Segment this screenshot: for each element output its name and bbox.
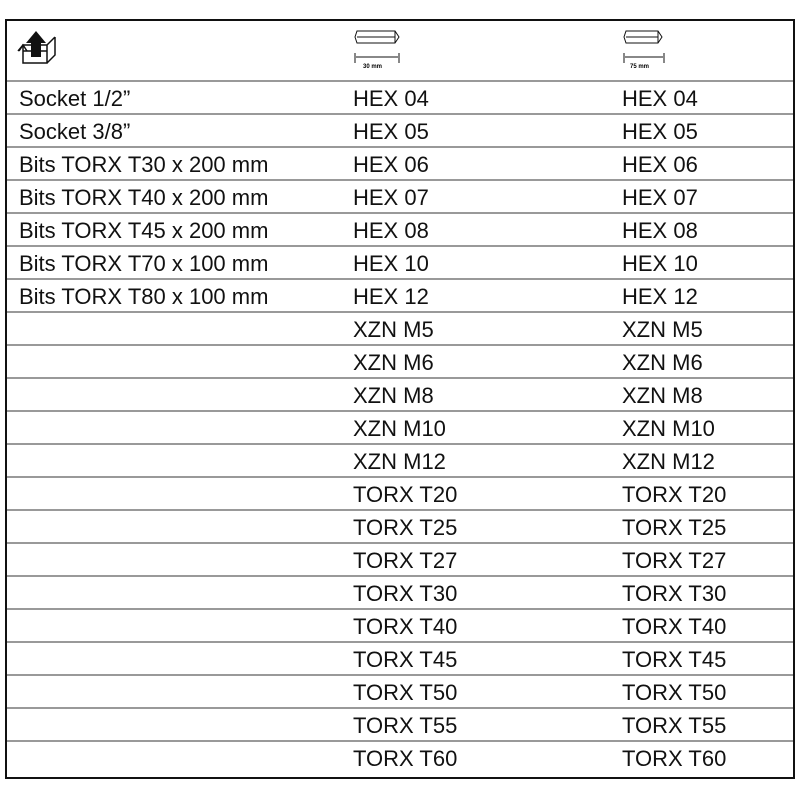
bit-75mm: XZN M6 bbox=[622, 350, 703, 375]
bit-30mm: TORX T25 bbox=[353, 515, 458, 540]
table-row: TORX T50 TORX T50 bbox=[7, 676, 793, 709]
hex-bit-75mm-icon bbox=[623, 30, 665, 63]
table-row: XZN M5 XZN M5 bbox=[7, 313, 793, 346]
bit-75mm: TORX T30 bbox=[622, 581, 727, 606]
table-row: Bits TORX T80 x 100 mm HEX 12 HEX 12 bbox=[7, 280, 793, 313]
bit-30mm: XZN M8 bbox=[353, 383, 434, 408]
bit-30mm: XZN M6 bbox=[353, 350, 434, 375]
table-row: XZN M6 XZN M6 bbox=[7, 346, 793, 379]
item-name: Bits TORX T80 x 100 mm bbox=[19, 284, 269, 309]
box-unpack-icon bbox=[17, 31, 56, 64]
table-row: TORX T40 TORX T40 bbox=[7, 610, 793, 643]
item-name: Bits TORX T45 x 200 mm bbox=[19, 218, 269, 243]
table-row: Bits TORX T70 x 100 mm HEX 10 HEX 10 bbox=[7, 247, 793, 280]
bit-30mm: TORX T30 bbox=[353, 581, 458, 606]
bit-30mm: HEX 12 bbox=[353, 284, 429, 309]
table-row: Bits TORX T45 x 200 mm HEX 08 HEX 08 bbox=[7, 214, 793, 247]
table-row: TORX T30 TORX T30 bbox=[7, 577, 793, 610]
bit-30mm: TORX T20 bbox=[353, 482, 458, 507]
bit-75mm: TORX T60 bbox=[622, 746, 727, 771]
bit-30mm: HEX 07 bbox=[353, 185, 429, 210]
bit-30mm: TORX T55 bbox=[353, 713, 458, 738]
bit-75mm: HEX 04 bbox=[622, 86, 698, 111]
item-name: Bits TORX T70 x 100 mm bbox=[19, 251, 269, 276]
table-row: TORX T20 TORX T20 bbox=[7, 478, 793, 511]
bit-30mm: HEX 06 bbox=[353, 152, 429, 177]
contents-table: 30 mm 75 mm Socket 1/2” HEX 04 HEX 04 Socke… bbox=[5, 19, 795, 779]
bit-30mm: HEX 05 bbox=[353, 119, 429, 144]
bit-75mm: XZN M8 bbox=[622, 383, 703, 408]
bit-75mm: TORX T27 bbox=[622, 548, 727, 573]
bit-30mm: XZN M5 bbox=[353, 317, 434, 342]
bit-30mm: XZN M12 bbox=[353, 449, 446, 474]
bit-75mm: HEX 08 bbox=[622, 218, 698, 243]
bit-75mm: XZN M5 bbox=[622, 317, 703, 342]
bit-75mm: TORX T20 bbox=[622, 482, 727, 507]
table-row: XZN M12 XZN M12 bbox=[7, 445, 793, 478]
item-name: Socket 1/2” bbox=[19, 86, 131, 111]
hex-bit-30mm-icon bbox=[354, 30, 400, 63]
table-row: TORX T60 TORX T60 bbox=[7, 742, 793, 773]
table-row: XZN M10 XZN M10 bbox=[7, 412, 793, 445]
bit-75mm: XZN M10 bbox=[622, 416, 715, 441]
table-row: TORX T55 TORX T55 bbox=[7, 709, 793, 742]
bit-75mm: TORX T45 bbox=[622, 647, 727, 672]
bit-30mm: TORX T45 bbox=[353, 647, 458, 672]
bit-30mm: TORX T50 bbox=[353, 680, 458, 705]
bit-30mm: HEX 08 bbox=[353, 218, 429, 243]
bit-75mm: TORX T25 bbox=[622, 515, 727, 540]
bit-75mm: XZN M12 bbox=[622, 449, 715, 474]
bit-30mm: TORX T27 bbox=[353, 548, 458, 573]
bit-75mm: TORX T40 bbox=[622, 614, 727, 639]
length-30mm-label: 30 mm bbox=[363, 64, 383, 70]
table-row: TORX T45 TORX T45 bbox=[7, 643, 793, 676]
bit-75mm: TORX T55 bbox=[622, 713, 727, 738]
table-row: Socket 1/2” HEX 04 HEX 04 bbox=[7, 82, 793, 115]
table-row: XZN M8 XZN M8 bbox=[7, 379, 793, 412]
length-75mm-label: 75 mm bbox=[630, 64, 650, 70]
item-name: Bits TORX T40 x 200 mm bbox=[19, 185, 269, 210]
bit-75mm: TORX T50 bbox=[622, 680, 727, 705]
bit-30mm: HEX 10 bbox=[353, 251, 429, 276]
item-name: Socket 3/8” bbox=[19, 119, 131, 144]
bit-30mm: HEX 04 bbox=[353, 86, 429, 111]
bit-75mm: HEX 05 bbox=[622, 119, 698, 144]
table-header: 30 mm 75 mm bbox=[7, 21, 793, 82]
table-row: TORX T27 TORX T27 bbox=[7, 544, 793, 577]
table-row: TORX T25 TORX T25 bbox=[7, 511, 793, 544]
bit-30mm: XZN M10 bbox=[353, 416, 446, 441]
bit-75mm: HEX 12 bbox=[622, 284, 698, 309]
item-name: Bits TORX T30 x 200 mm bbox=[19, 152, 269, 177]
table-row: Bits TORX T40 x 200 mm HEX 07 HEX 07 bbox=[7, 181, 793, 214]
table-row: Bits TORX T30 x 200 mm HEX 06 HEX 06 bbox=[7, 148, 793, 181]
bit-75mm: HEX 10 bbox=[622, 251, 698, 276]
bit-30mm: TORX T40 bbox=[353, 614, 458, 639]
bit-75mm: HEX 07 bbox=[622, 185, 698, 210]
table-row: Socket 3/8” HEX 05 HEX 05 bbox=[7, 115, 793, 148]
bit-75mm: HEX 06 bbox=[622, 152, 698, 177]
bit-30mm: TORX T60 bbox=[353, 746, 458, 771]
